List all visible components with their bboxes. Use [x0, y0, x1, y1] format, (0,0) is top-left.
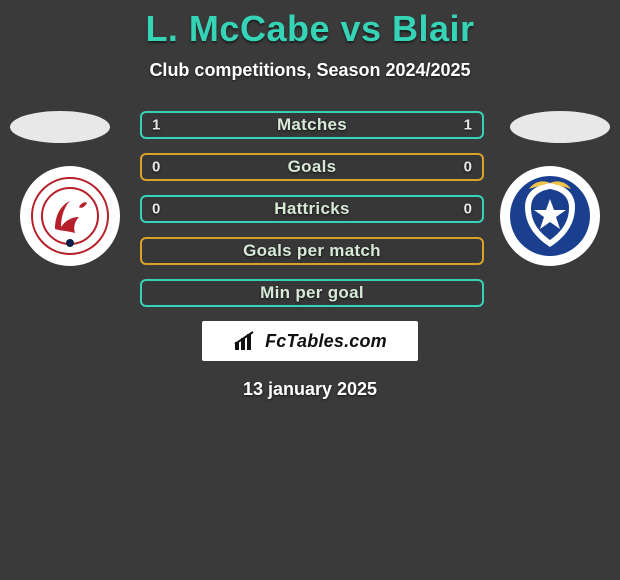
stat-left-value: 0: [152, 159, 160, 176]
stat-row-goals: 0 Goals 0: [140, 153, 484, 181]
stat-label: Min per goal: [260, 283, 364, 303]
stat-row-min-per-goal: Min per goal: [140, 279, 484, 307]
bar-chart-icon: [233, 330, 259, 352]
brand-label: FcTables.com: [265, 331, 387, 352]
stat-right-value: 0: [464, 201, 472, 218]
player-slot-left: [10, 111, 110, 143]
club-badge-right: [500, 166, 600, 266]
stat-label: Matches: [277, 115, 347, 135]
stat-left-value: 1: [152, 117, 160, 134]
middlesbrough-crest-icon: [31, 177, 109, 255]
player-slot-right: [510, 111, 610, 143]
stat-right-value: 0: [464, 159, 472, 176]
stat-row-matches: 1 Matches 1: [140, 111, 484, 139]
snapshot-date: 13 january 2025: [0, 379, 620, 400]
comparison-card: L. McCabe vs Blair Club competitions, Se…: [0, 0, 620, 580]
page-title: L. McCabe vs Blair: [0, 0, 620, 50]
stat-label: Hattricks: [274, 199, 349, 219]
stat-right-value: 1: [464, 117, 472, 134]
stat-label: Goals per match: [243, 241, 381, 261]
stat-left-value: 0: [152, 201, 160, 218]
brand-box[interactable]: FcTables.com: [202, 321, 418, 361]
stat-row-goals-per-match: Goals per match: [140, 237, 484, 265]
club-badge-left: [20, 166, 120, 266]
stat-label: Goals: [288, 157, 337, 177]
stat-rows: 1 Matches 1 0 Goals 0 0 Hattricks 0 Goal…: [140, 111, 484, 307]
portsmouth-crest-icon: [509, 175, 591, 257]
stat-row-hattricks: 0 Hattricks 0: [140, 195, 484, 223]
content-area: 1 Matches 1 0 Goals 0 0 Hattricks 0 Goal…: [0, 111, 620, 400]
page-subtitle: Club competitions, Season 2024/2025: [0, 60, 620, 81]
